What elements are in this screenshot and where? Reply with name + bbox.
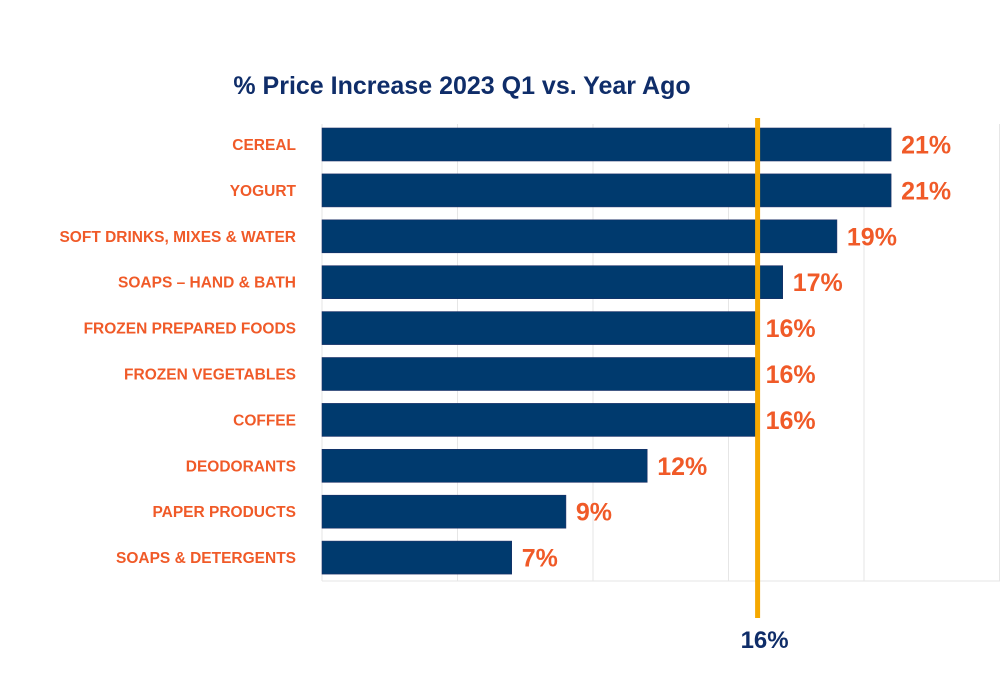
bar: [321, 219, 838, 254]
category-label: YOGURT: [230, 183, 297, 200]
category-label: SOAPS – HAND & BATH: [118, 275, 296, 292]
bar: [321, 403, 756, 437]
bar: [321, 448, 648, 483]
chart-title: % Price Increase 2023 Q1 vs. Year Ago: [233, 72, 690, 100]
bar: [321, 311, 756, 345]
data-label: 16%: [766, 361, 816, 389]
data-label: 9%: [576, 499, 612, 527]
data-label: 16%: [766, 315, 816, 343]
category-label: FROZEN PREPARED FOODS: [84, 321, 296, 338]
bar: [321, 494, 567, 529]
category-label: SOFT DRINKS, MIXES & WATER: [59, 229, 296, 246]
category-labels: CEREAL YOGURT SOFT DRINKS, MIXES & WATER SO…: [59, 137, 296, 567]
data-label: 17%: [793, 269, 843, 297]
category-label: COFFEE: [233, 412, 296, 429]
data-label: 21%: [901, 132, 951, 160]
data-label: 16%: [766, 407, 816, 435]
bar: [321, 357, 756, 391]
data-label: 19%: [847, 223, 897, 251]
bar: [321, 265, 784, 300]
category-label: FROZEN VEGETABLES: [124, 367, 296, 384]
category-label: PAPER PRODUCTS: [152, 504, 296, 521]
bar: [321, 540, 512, 575]
data-label: 21%: [901, 177, 951, 205]
category-label: SOAPS & DETERGENTS: [116, 550, 296, 567]
bar: [321, 173, 892, 208]
reference-line-group: 16%: [741, 118, 789, 654]
data-label: 7%: [522, 545, 558, 573]
bar: [321, 127, 892, 162]
bars: [321, 127, 892, 575]
category-label: DEODORANTS: [186, 458, 296, 475]
data-label: 12%: [657, 453, 707, 481]
category-label: CEREAL: [232, 137, 296, 154]
reference-line-label: 16%: [741, 627, 789, 654]
data-labels: 21%21%19%17%16%16%16%12%9%7%: [522, 132, 951, 573]
